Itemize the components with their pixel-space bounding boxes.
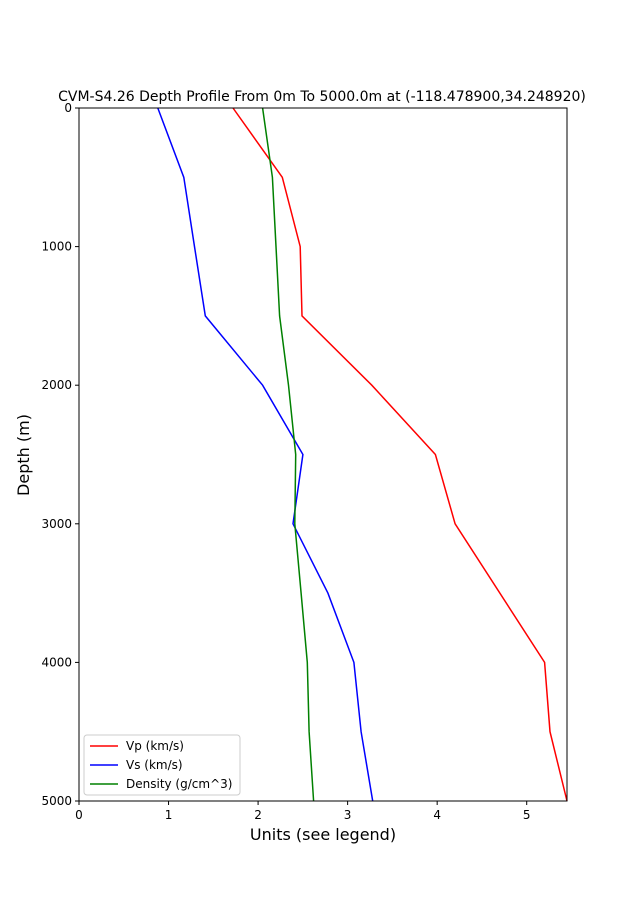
series-line-0 (232, 107, 568, 802)
y-tick-label-0: 0 (64, 101, 72, 115)
legend-label-2: Density (g/cm^3) (126, 777, 232, 791)
series-line-1 (157, 107, 374, 802)
legend-label-0: Vp (km/s) (126, 739, 184, 753)
x-axis-label: Units (see legend) (250, 825, 396, 844)
x-tick-label-2: 2 (254, 808, 262, 822)
x-tick-label-1: 1 (165, 808, 173, 822)
x-tick-label-0: 0 (75, 808, 83, 822)
legend-box (83, 734, 241, 796)
x-tick-label-5: 5 (523, 808, 531, 822)
y-axis-label: Depth (m) (14, 414, 33, 496)
y-tick-label-5: 5000 (41, 794, 72, 808)
legend-label-1: Vs (km/s) (126, 758, 183, 772)
y-tick-label-2: 2000 (41, 378, 72, 392)
series-layer (157, 107, 568, 802)
x-tick-label-4: 4 (433, 808, 441, 822)
y-tick-label-3: 3000 (41, 517, 72, 531)
legend: Vp (km/s) Vs (km/s) Density (g/cm^3) (83, 734, 241, 796)
series-line-2 (261, 107, 315, 802)
y-tick-label-1: 1000 (41, 240, 72, 254)
chart-title: CVM-S4.26 Depth Profile From 0m To 5000.… (58, 89, 586, 105)
ticks-layer: 0 1 2 3 4 5 0 1000 2000 3000 4000 5000 (41, 101, 530, 822)
plot-frame (78, 107, 568, 802)
y-tick-label-4: 4000 (41, 655, 72, 669)
x-tick-label-3: 3 (344, 808, 352, 822)
